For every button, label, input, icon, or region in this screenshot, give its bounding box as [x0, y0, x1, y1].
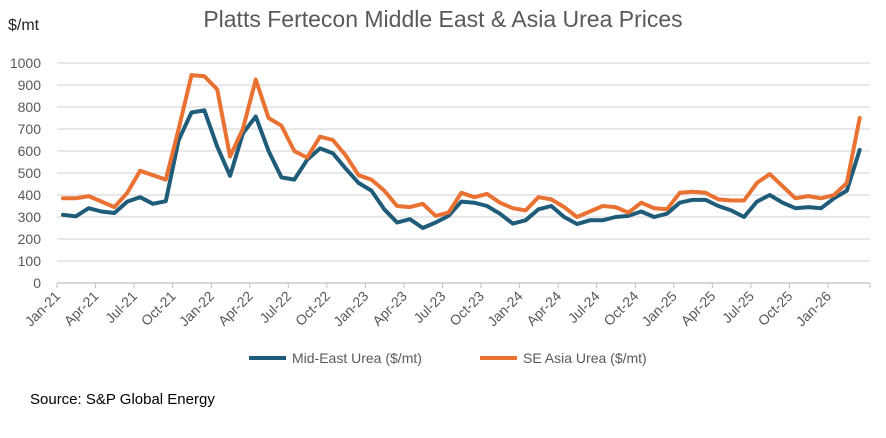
y-tick-label: 300 [18, 209, 42, 225]
chart-title: Platts Fertecon Middle East & Asia Urea … [203, 6, 683, 32]
x-tick-label: Jan-22 [176, 288, 218, 330]
source-note: Source: S&P Global Energy [30, 391, 215, 408]
x-tick-label: Jan-25 [638, 288, 680, 330]
x-tick-label: Apr-21 [61, 288, 102, 329]
x-tick-label: Jul-22 [256, 288, 294, 326]
x-tick-label: Jan-26 [793, 288, 835, 330]
x-tick-label: Oct-23 [446, 288, 487, 329]
legend-label: SE Asia Urea ($/mt) [523, 350, 647, 366]
x-tick-label: Apr-24 [523, 288, 564, 329]
x-tick-label: Jul-21 [102, 288, 140, 326]
y-tick-label: 700 [18, 121, 42, 137]
x-tick-label: Oct-25 [755, 288, 796, 329]
y-tick-label: 1000 [10, 55, 41, 71]
y-tick-label: 100 [18, 253, 42, 269]
x-tick-label: Jul-24 [565, 288, 603, 326]
x-tick-label: Jan-23 [330, 288, 372, 330]
y-tick-label: 600 [18, 143, 42, 159]
x-tick-label: Oct-21 [138, 288, 179, 329]
x-tick-label: Apr-22 [215, 288, 256, 329]
x-tick-label: Apr-23 [369, 288, 410, 329]
y-tick-label: 500 [18, 165, 42, 181]
x-tick-label: Jan-21 [22, 288, 64, 330]
x-tick-label: Jan-24 [484, 288, 526, 330]
y-tick-label: 800 [18, 99, 42, 115]
x-tick-label: Oct-24 [600, 288, 641, 329]
x-tick-label: Oct-22 [292, 288, 333, 329]
series-line-se-asia [61, 73, 862, 219]
y-axis-label: $/mt [8, 17, 40, 34]
x-tick-label: Jul-23 [410, 288, 448, 326]
legend-label: Mid-East Urea ($/mt) [292, 350, 422, 366]
x-tick-label: Apr-25 [677, 288, 718, 329]
y-tick-label: 0 [33, 275, 41, 291]
y-tick-label: 200 [18, 231, 42, 247]
y-tick-label: 400 [18, 187, 42, 203]
series-line-mid-east [61, 108, 862, 230]
y-tick-label: 900 [18, 77, 42, 93]
x-tick-label: Jul-25 [719, 288, 757, 326]
